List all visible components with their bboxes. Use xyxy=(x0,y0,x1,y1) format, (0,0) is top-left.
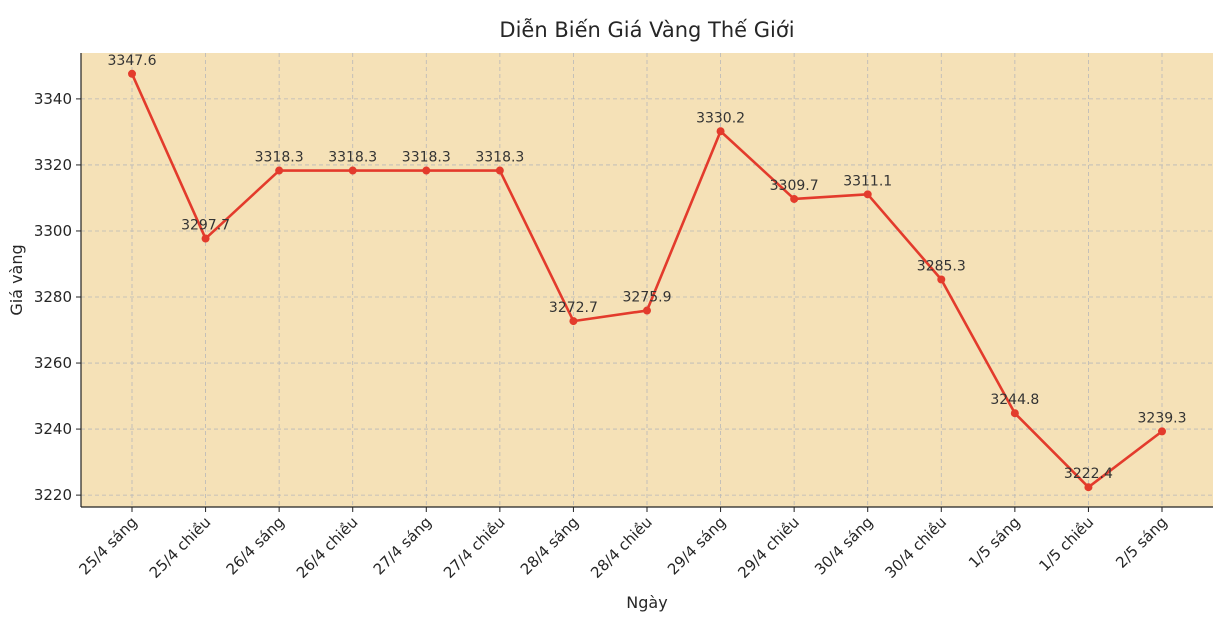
data-label: 3285.3 xyxy=(917,259,966,275)
data-point xyxy=(348,166,357,175)
data-label: 3311.1 xyxy=(843,173,892,189)
x-tick-label: 2/5 sáng xyxy=(1112,513,1171,572)
data-point xyxy=(716,127,725,136)
data-point xyxy=(128,69,136,78)
x-tick-label: 26/4 sáng xyxy=(223,513,288,578)
data-point xyxy=(1010,409,1019,418)
x-tick-label: 29/4 chiều xyxy=(734,513,803,582)
data-point xyxy=(1084,483,1093,492)
x-tick-label: 30/4 sáng xyxy=(811,513,876,578)
data-label: 3222.4 xyxy=(1064,466,1113,482)
x-tick-label: 26/4 chiều xyxy=(293,513,362,582)
data-label: 3318.3 xyxy=(255,150,304,166)
data-label: 3318.3 xyxy=(402,150,451,166)
y-tick-label: 3240 xyxy=(34,420,72,438)
x-tick-label: 27/4 sáng xyxy=(370,513,435,578)
data-label: 3330.2 xyxy=(696,110,745,126)
x-tick-label: 30/4 chiều xyxy=(881,513,950,582)
x-tick-label: 28/4 sáng xyxy=(517,513,582,578)
data-point xyxy=(422,166,431,175)
data-label: 3347.6 xyxy=(108,53,157,69)
chart-title: Diễn Biến Giá Vàng Thế Giới xyxy=(499,17,794,42)
data-point xyxy=(643,306,651,315)
data-point xyxy=(790,194,799,203)
x-tick-label: 1/5 sáng xyxy=(965,513,1024,572)
data-point xyxy=(201,234,210,243)
data-point xyxy=(863,190,872,199)
data-point xyxy=(495,166,504,175)
data-label: 3297.7 xyxy=(181,218,230,234)
x-tick-label: 28/4 chiều xyxy=(587,513,656,582)
y-axis-label: Giá vàng xyxy=(7,244,26,315)
data-label: 3318.3 xyxy=(328,150,377,166)
x-tick-label: 25/4 chiều xyxy=(146,513,215,582)
y-tick-label: 3320 xyxy=(34,156,72,174)
y-tick-label: 3260 xyxy=(34,354,72,372)
data-label: 3244.8 xyxy=(990,392,1039,408)
data-point xyxy=(275,166,284,175)
data-label: 3272.7 xyxy=(549,300,598,316)
x-tick-label: 27/4 chiều xyxy=(440,513,509,582)
data-label: 3275.9 xyxy=(623,290,672,306)
data-label: 3239.3 xyxy=(1138,410,1187,426)
x-axis-label: Ngày xyxy=(626,593,667,612)
y-tick-label: 3280 xyxy=(34,288,72,306)
data-point xyxy=(1158,427,1166,436)
x-tick-label: 1/5 chiều xyxy=(1035,513,1097,575)
x-tick-label: 25/4 sáng xyxy=(75,513,140,578)
y-tick-label: 3300 xyxy=(34,222,72,240)
data-point xyxy=(937,275,946,284)
data-label: 3309.7 xyxy=(770,178,819,194)
y-tick-label: 3340 xyxy=(34,90,72,108)
y-tick-label: 3220 xyxy=(34,486,72,504)
data-point xyxy=(569,317,578,326)
x-tick-label: 29/4 sáng xyxy=(664,513,729,578)
data-label: 3318.3 xyxy=(475,150,524,166)
